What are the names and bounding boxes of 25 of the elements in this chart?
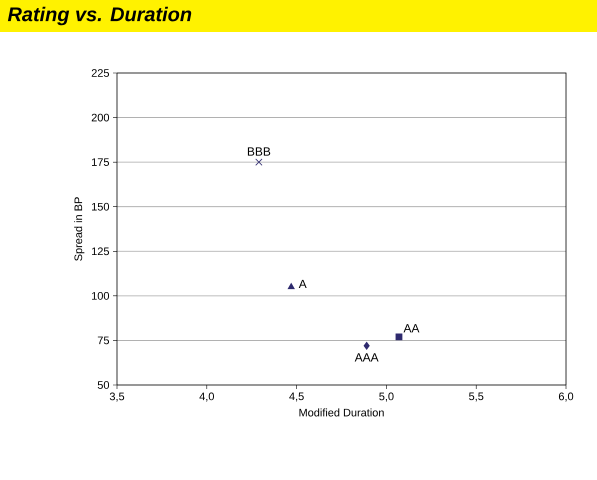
x-tick-label: 5,5 — [469, 392, 484, 402]
x-tick-label: 5,0 — [379, 392, 394, 402]
point — [255, 158, 262, 166]
point — [396, 333, 402, 340]
y-tick-label: 50 — [98, 381, 110, 389]
chart-title: Rating vs. Duration — [8, 6, 192, 26]
series-label: AA — [404, 324, 420, 332]
x-tick-label: 4,5 — [289, 392, 304, 402]
y-axis-title: Spread in BP — [74, 197, 84, 261]
y-tick-label: 200 — [92, 114, 110, 122]
y-tick-label: 150 — [92, 202, 110, 211]
x-axis-title: Modified Duration — [299, 408, 384, 416]
y-tick-label: 100 — [92, 292, 110, 300]
point — [288, 283, 295, 290]
series-label: A — [298, 280, 307, 288]
y-tick-label: 75 — [98, 336, 110, 344]
x-tick-label: 6,0 — [558, 392, 574, 402]
y-tick-label: 175 — [92, 158, 110, 166]
y-tick-label: 125 — [92, 247, 110, 256]
x-tick-label: 3,5 — [110, 392, 124, 402]
point — [364, 342, 370, 350]
x-tick-label: 4,0 — [199, 392, 214, 402]
series-label: BBB — [248, 147, 270, 156]
series-label: AAA — [354, 353, 379, 362]
y-tick-label: 225 — [92, 69, 110, 77]
